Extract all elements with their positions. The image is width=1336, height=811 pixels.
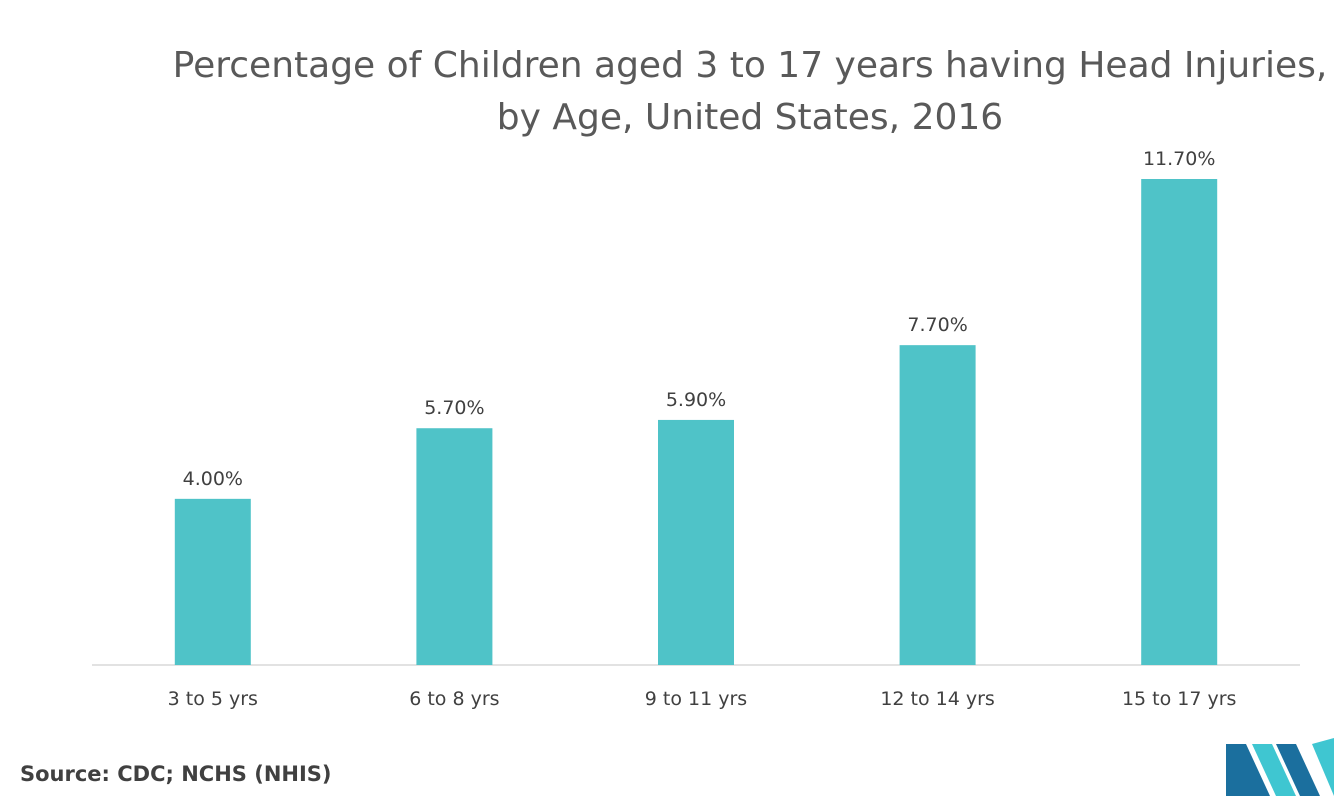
bar-2	[658, 419, 734, 665]
data-label-3: 7.70%	[907, 314, 967, 336]
company-logo-icon	[1226, 738, 1334, 796]
data-label-0: 4.00%	[183, 468, 243, 490]
bar-4	[1141, 179, 1218, 665]
x-tick-label-4: 15 to 17 yrs	[1122, 688, 1237, 710]
data-label-1: 5.70%	[424, 397, 484, 419]
x-tick-label-0: 3 to 5 yrs	[168, 688, 258, 710]
bar-1	[416, 428, 493, 665]
data-label-4: 11.70%	[1143, 148, 1215, 170]
x-tick-label-1: 6 to 8 yrs	[409, 688, 499, 710]
source-note: Source: CDC; NCHS (NHIS)	[20, 762, 332, 786]
x-tick-label-3: 12 to 14 yrs	[880, 688, 995, 710]
chart-title: Percentage of Children aged 3 to 17 year…	[172, 45, 1328, 138]
data-label-2: 5.90%	[666, 389, 726, 411]
x-tick-label-2: 9 to 11 yrs	[645, 688, 747, 710]
bar-0	[174, 498, 251, 665]
bar-3	[899, 345, 976, 665]
